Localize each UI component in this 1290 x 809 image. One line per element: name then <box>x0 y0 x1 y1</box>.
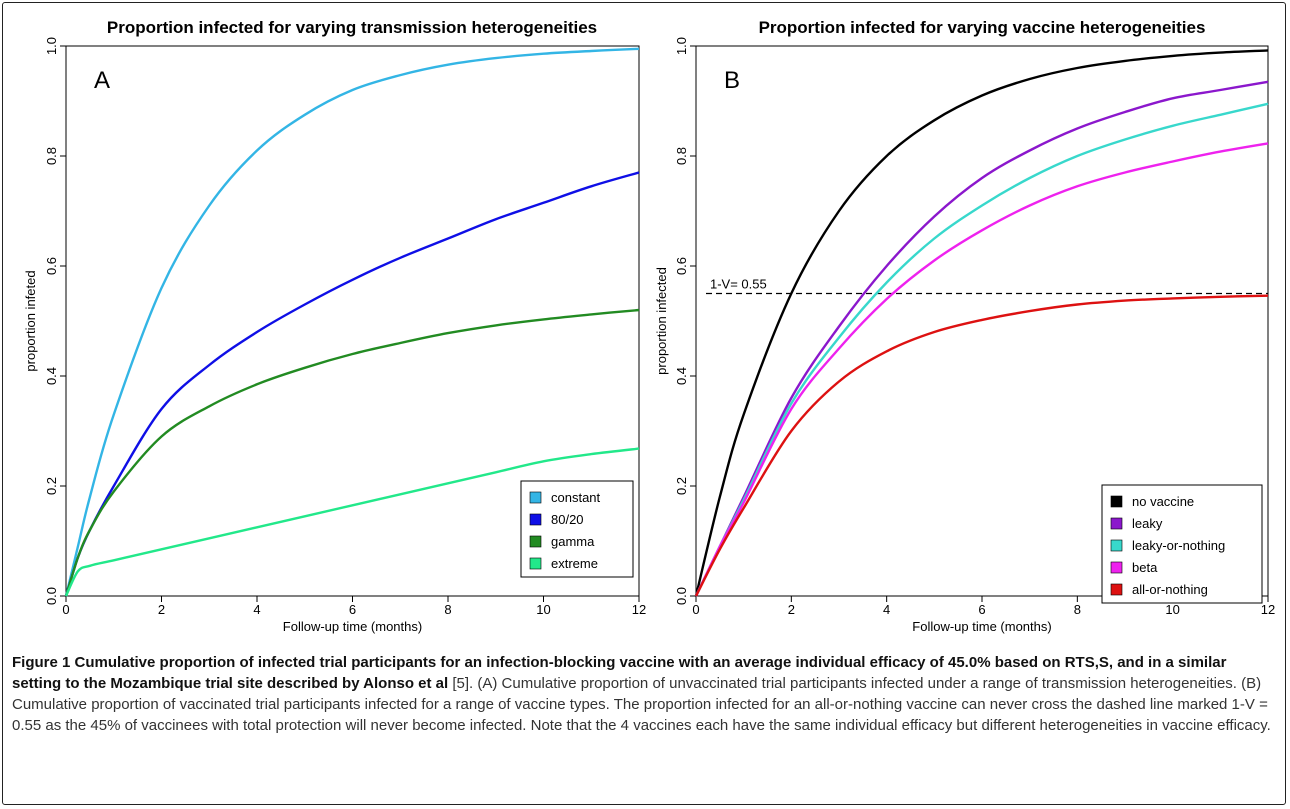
panel-b-reference-label: 1-V= 0.55 <box>710 277 767 292</box>
panel-b-x-tick-label: 0 <box>692 602 699 617</box>
panel-b-x-tick-label: 12 <box>1261 602 1275 617</box>
panel-a-x-tick-label: 6 <box>349 602 356 617</box>
panel-a-series-line-extreme <box>64 447 640 597</box>
panel-a-x-axis-label: Follow-up time (months) <box>283 619 422 634</box>
panel-a-x-tick-label: 2 <box>158 602 165 617</box>
panel-b-letter: B <box>724 67 740 94</box>
panel-b-y-tick-label: 0.2 <box>674 477 689 495</box>
panel-b-legend-label: no vaccine <box>1132 494 1194 509</box>
panel-b-legend-box <box>1101 484 1263 604</box>
figure-caption: Figure 1 Cumulative proportion of infect… <box>12 652 1274 736</box>
panel-b-legend-swatch <box>1110 539 1123 552</box>
panel-b-series-line-beta <box>694 142 1269 597</box>
panel-a-y-tick-label: 0.0 <box>44 587 59 605</box>
panel-b-y-tick-label: 0.4 <box>674 367 689 385</box>
panel-b-y-tick-label: 0.6 <box>674 257 689 275</box>
panel-b-y-tick-label: 0.8 <box>674 147 689 165</box>
panel-b-series-line-no-vaccine <box>694 49 1269 597</box>
panel-a-y-tick-label: 0.8 <box>44 147 59 165</box>
panel-a-legend-swatch <box>529 491 542 504</box>
panel-b-x-tick-label: 4 <box>883 602 890 617</box>
panel-b-legend-swatch <box>1110 583 1123 596</box>
panel-b-y-tick-label: 0.0 <box>674 587 689 605</box>
panel-a-letter: A <box>94 67 110 94</box>
panel-b-legend-label: leaky-or-nothing <box>1132 538 1225 553</box>
panel-b-x-tick-label: 6 <box>978 602 985 617</box>
panel-b-y-tick-label: 1.0 <box>674 37 689 55</box>
panel-b-legend-label: all-or-nothing <box>1132 582 1208 597</box>
panel-b-legend-swatch <box>1110 561 1123 574</box>
panel-a-legend-label: extreme <box>551 556 598 571</box>
panel-a-legend-label: gamma <box>551 534 595 549</box>
panel-a-legend-swatch <box>529 513 542 526</box>
panel-b-series-line-leaky-or-nothing <box>694 102 1269 597</box>
panel-a-y-tick-label: 0.6 <box>44 257 59 275</box>
figure-canvas: Proportion infected for varying transmis… <box>23 18 1275 634</box>
panel-a-y-tick-label: 0.2 <box>44 477 59 495</box>
panel-b-legend-label: leaky <box>1132 516 1163 531</box>
panel-a-x-tick-label: 4 <box>253 602 260 617</box>
panel-a-x-tick-label: 12 <box>632 602 646 617</box>
panel-a-x-tick-label: 0 <box>62 602 69 617</box>
panel-a-y-tick-label: 0.4 <box>44 367 59 385</box>
panel-a-x-tick-label: 8 <box>444 602 451 617</box>
panel-b-x-tick-label: 10 <box>1165 602 1179 617</box>
panel-a-y-tick-label: 1.0 <box>44 37 59 55</box>
panel-a-legend-swatch <box>529 535 542 548</box>
caption-reference: [5]. <box>448 675 474 692</box>
panel-a-x-tick-label: 10 <box>536 602 550 617</box>
panel-b-legend-swatch <box>1110 517 1123 530</box>
panel-a-legend-label: constant <box>551 490 601 505</box>
panel-b-title: Proportion infected for varying vaccine … <box>759 18 1206 37</box>
caption-bold: Figure 1 Cumulative proportion of infect… <box>12 654 1227 692</box>
panel-a-legend-label: 80/20 <box>551 512 584 527</box>
caption-text: (A) Cumulative proportion of unvaccinate… <box>12 675 1271 734</box>
panel-a-y-axis-label: proportion infeted <box>23 270 38 371</box>
panel-a-title: Proportion infected for varying transmis… <box>107 18 597 37</box>
panel-b-series-line-all-or-nothing <box>694 294 1269 597</box>
panel-a-series-line-gamma <box>64 308 640 597</box>
panel-b-y-axis-label: proportion infected <box>654 267 669 375</box>
panel-b-legend-label: beta <box>1132 560 1158 575</box>
panel-b-series-line-leaky <box>694 80 1269 597</box>
panel-b-legend-swatch <box>1110 495 1123 508</box>
panel-a-legend-swatch <box>529 557 542 570</box>
panel-b-x-axis-label: Follow-up time (months) <box>912 619 1051 634</box>
panel-a-series-line-constant <box>64 47 640 597</box>
panel-b-x-tick-label: 2 <box>788 602 795 617</box>
panel-b-x-tick-label: 8 <box>1074 602 1081 617</box>
